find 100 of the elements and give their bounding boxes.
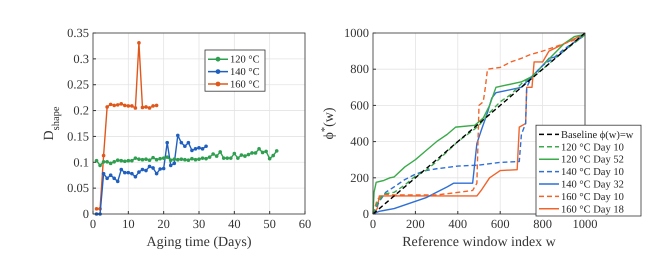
y-tick-label: 0.25 (67, 78, 89, 92)
point (134, 106, 138, 110)
point (208, 155, 212, 159)
point (116, 103, 120, 107)
point (148, 164, 152, 168)
point (168, 158, 173, 162)
legend-label: 120 °C Day 10 (561, 142, 624, 154)
point (168, 164, 173, 168)
point (200, 147, 204, 151)
legend-label: 160 °C Day 18 (561, 204, 624, 216)
y-tick-label: 200 (350, 170, 369, 185)
line-series (94, 147, 279, 168)
x-tick-label: 60 (298, 217, 312, 231)
point (105, 176, 109, 180)
x-tick-label: 20 (157, 217, 170, 231)
point (134, 156, 138, 160)
point (194, 158, 198, 162)
point (271, 154, 275, 158)
point (274, 149, 279, 153)
point (137, 157, 141, 161)
y-tick-label: 0.15 (67, 129, 89, 144)
point (102, 160, 106, 164)
point (162, 156, 166, 160)
x-tick-label: 10 (122, 217, 135, 231)
point (183, 144, 187, 148)
y-tick-label: 400 (350, 134, 369, 149)
x-tick-label: 1000 (572, 217, 598, 231)
point (232, 152, 236, 156)
point (260, 150, 264, 154)
point (126, 158, 130, 163)
y-tick-label: 1000 (344, 26, 369, 40)
point (112, 104, 116, 108)
point (151, 166, 155, 170)
point (183, 158, 187, 162)
point (140, 168, 144, 172)
point (123, 159, 127, 164)
legend-label: 120 °C (230, 54, 260, 66)
point (240, 153, 244, 157)
point (144, 105, 148, 109)
x-axis-title: Aging time (Days) (146, 235, 252, 250)
point (148, 158, 152, 162)
x-tick-label: 30 (192, 217, 206, 231)
point (200, 156, 204, 160)
point (246, 152, 250, 156)
y-tick-label: 800 (350, 62, 369, 76)
point (257, 147, 261, 151)
y-tick-label: 600 (350, 98, 369, 112)
y-tick-label: 0.35 (67, 26, 89, 40)
point (229, 156, 233, 160)
legend-label: Baseline ϕ(w)=w (561, 130, 634, 141)
point (116, 180, 120, 184)
point (250, 151, 254, 155)
point (194, 147, 198, 151)
point (102, 154, 106, 158)
point (108, 102, 112, 106)
point (130, 104, 134, 108)
point (162, 166, 166, 170)
x-axis-title: Reference window index w (402, 235, 557, 250)
point (130, 172, 134, 176)
point (119, 102, 124, 106)
point (176, 158, 180, 162)
point (211, 152, 215, 156)
point (140, 158, 144, 162)
point (94, 158, 98, 163)
point (214, 154, 218, 158)
point (154, 104, 158, 108)
y-tick-label: 0.05 (67, 181, 89, 196)
point (180, 140, 184, 144)
point (112, 160, 116, 164)
point (105, 160, 109, 164)
point (98, 164, 102, 168)
point (102, 172, 106, 176)
point (176, 134, 180, 138)
point (108, 162, 112, 166)
legend-label: 140 °C (230, 67, 260, 78)
legend-label: 140 °C Day 10 (561, 167, 624, 178)
x-tick-label: 40 (228, 217, 241, 231)
point (126, 170, 130, 174)
point (172, 162, 176, 166)
x-tick-label: 400 (448, 217, 468, 231)
point (243, 154, 247, 158)
y-tick-label: 0.2 (73, 104, 89, 118)
point (186, 158, 190, 162)
point (134, 174, 138, 179)
point (116, 158, 120, 162)
point (254, 151, 258, 155)
point (148, 106, 152, 110)
point (218, 150, 222, 154)
y-tick-label: 0 (362, 207, 369, 221)
point (197, 157, 201, 161)
point (112, 176, 116, 180)
point (94, 207, 98, 211)
legend-label: 160 °C Day 10 (561, 192, 624, 203)
point (190, 156, 194, 160)
point (204, 144, 208, 148)
point (197, 146, 201, 150)
point (154, 172, 158, 176)
point (180, 157, 184, 161)
legend-label: 140 °C Day 32 (561, 180, 624, 190)
point (144, 157, 148, 161)
